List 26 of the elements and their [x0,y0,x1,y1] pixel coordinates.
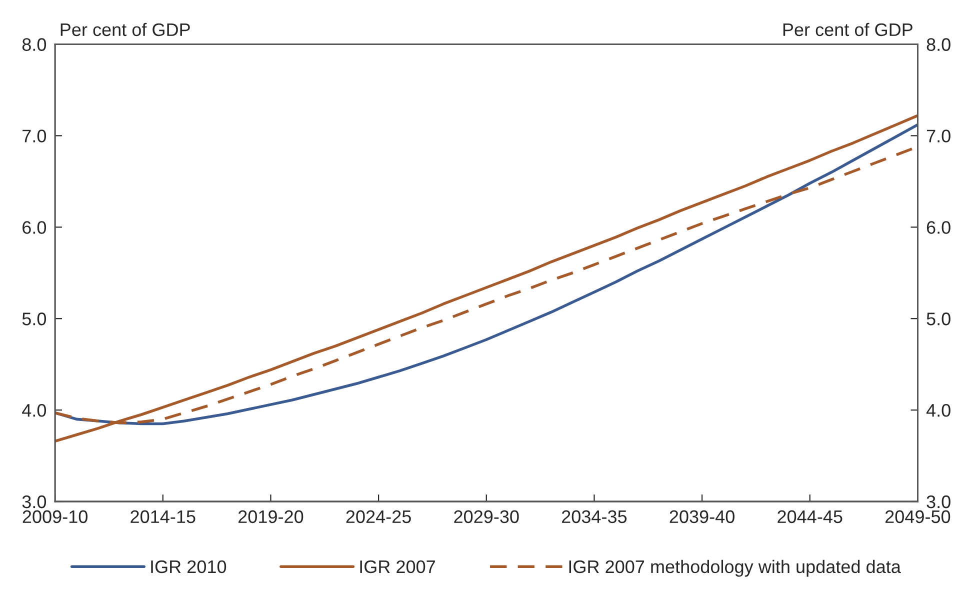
y2-tick-label: 3.0 [926,495,950,508]
y-tick-label: 7.0 [22,130,46,142]
x-tick-label: 2039-40 [670,510,734,524]
y-tick-label: 3.0 [22,495,46,508]
x-tick-label: 2044-45 [778,510,842,524]
x-tick-label: 2049-50 [885,510,950,524]
y2-tick-label: 6.0 [926,221,950,234]
x-tick-label: 2034-35 [562,510,627,524]
y-tick-label: 6.0 [22,221,46,234]
x-tick-label: 2009-10 [22,510,88,524]
y-tick-label: 5.0 [22,312,46,326]
y2-tick-label: 7.0 [926,130,950,142]
y-tick-label: 4.0 [22,404,46,417]
x-tick-label: 2029-30 [454,510,519,524]
y2-tick-label: 5.0 [926,312,950,326]
y2-tick-label: 4.0 [926,404,950,417]
legend-label: IGR 2010 [151,560,226,574]
y-axis-title: Per cent of GDP [60,22,190,36]
y-tick-label: 8.0 [22,38,46,51]
legend-label: IGR 2007 [360,560,435,574]
y2-tick-label: 8.0 [926,38,950,51]
legend-label: IGR 2007 methodology with updated data [569,560,901,577]
y2-axis-title: Per cent of GDP [783,22,912,36]
x-tick-label: 2024-25 [346,510,411,524]
x-tick-label: 2019-20 [238,510,304,524]
x-tick-label: 2014-15 [130,510,196,524]
